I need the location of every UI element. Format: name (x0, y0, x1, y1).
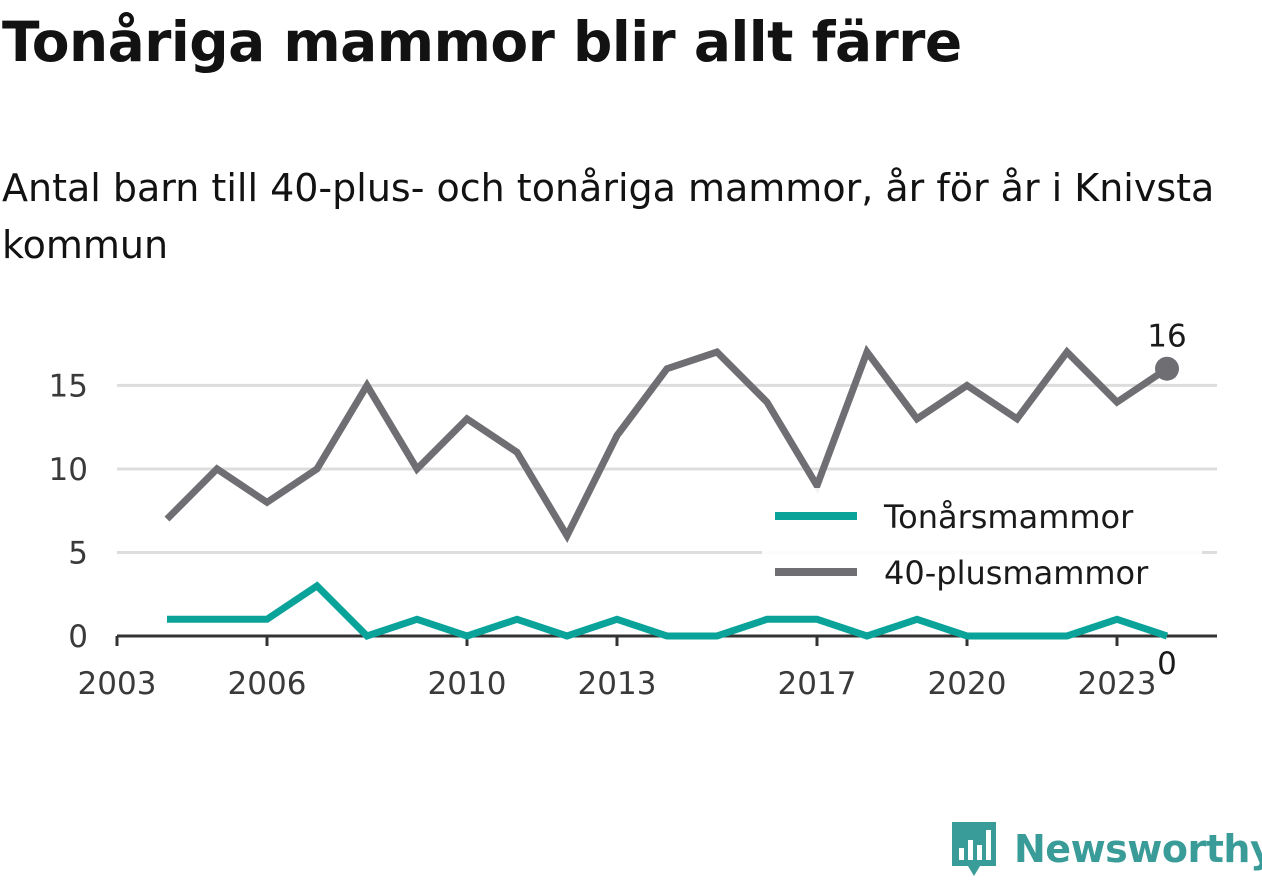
x-tick-label: 2003 (78, 666, 157, 702)
y-tick-label: 0 (68, 619, 88, 655)
chart-title: Tonåriga mammor blir allt färre (2, 10, 962, 74)
x-axis: 2003 2006 2010 2013 2017 2020 2023 (78, 636, 1157, 702)
x-tick-label: 2013 (578, 666, 657, 702)
legend-background (762, 488, 1202, 600)
end-label-40-plusmammor: 16 (1147, 319, 1186, 355)
chart-subtitle: Antal barn till 40-plus- och tonåriga ma… (2, 166, 1215, 267)
brand-name: Newsworthy (1014, 827, 1262, 871)
legend-label: Tonårsmammor (883, 498, 1134, 536)
end-marker-40-plusmammor (1155, 356, 1179, 381)
x-tick-label: 2017 (778, 666, 857, 702)
x-tick-label: 2010 (428, 666, 507, 702)
series-line-tonarsmammor (167, 581, 1169, 641)
series-lines (164, 344, 1169, 641)
y-tick-label: 5 (68, 535, 88, 571)
y-axis: 0 5 10 15 (49, 368, 88, 655)
newsworthy-logo-icon (952, 822, 996, 876)
x-tick-label: 2006 (228, 666, 307, 702)
end-label-tonarsmammor: 0 (1157, 646, 1177, 682)
x-tick-label: 2020 (928, 666, 1007, 702)
legend-label: 40-plusmammor (884, 554, 1149, 592)
series-line-40-plusmammor (164, 344, 1169, 544)
x-tick-label: 2023 (1078, 666, 1157, 702)
end-labels: 16 0 (1147, 319, 1186, 682)
brand-logo: Newsworthy (948, 816, 1262, 882)
y-tick-label: 15 (49, 368, 88, 404)
y-tick-label: 10 (49, 452, 88, 488)
legend: Tonårsmammor 40-plusmammor (762, 488, 1202, 600)
